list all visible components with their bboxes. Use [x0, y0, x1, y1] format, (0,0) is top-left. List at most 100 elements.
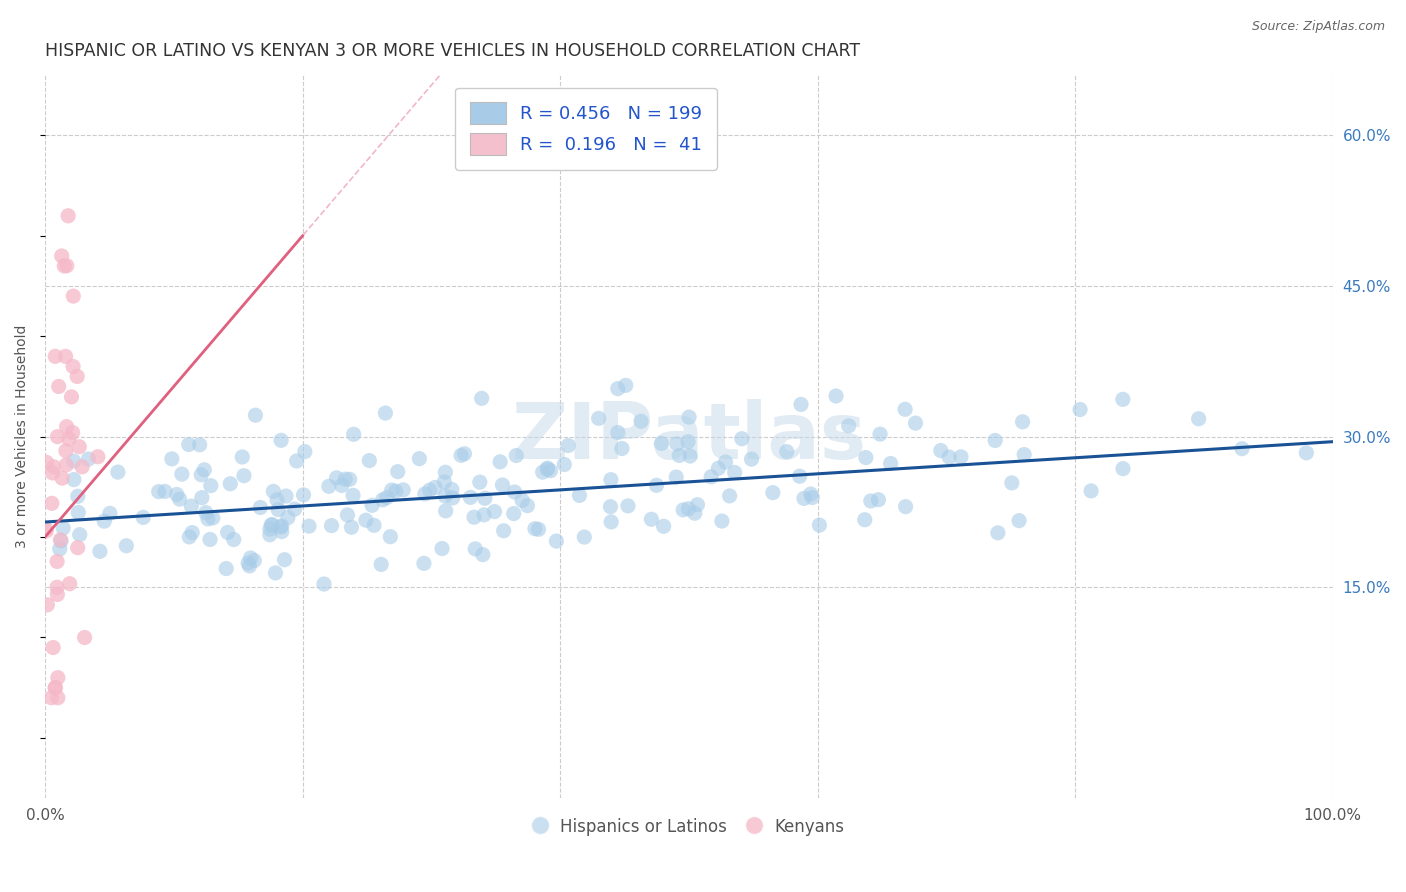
- Point: [266, 492, 288, 507]
- Point: [193, 463, 215, 477]
- Point: [260, 517, 283, 532]
- Point: [1230, 442, 1253, 456]
- Point: [330, 478, 353, 492]
- Point: [60, 390, 83, 404]
- Point: [489, 455, 512, 469]
- Point: [42, 459, 65, 474]
- Point: [568, 488, 591, 502]
- Point: [1112, 461, 1135, 475]
- Point: [245, 408, 267, 422]
- Point: [277, 510, 299, 524]
- Point: [1001, 475, 1024, 490]
- Point: [55, 349, 77, 363]
- Point: [70, 459, 93, 474]
- Point: [984, 434, 1007, 448]
- Point: [87, 450, 110, 464]
- Point: [93, 514, 115, 528]
- Point: [536, 462, 558, 476]
- Point: [62, 289, 84, 303]
- Point: [153, 484, 176, 499]
- Point: [321, 518, 343, 533]
- Point: [617, 499, 640, 513]
- Point: [614, 378, 637, 392]
- Point: [201, 511, 224, 525]
- Point: [98, 506, 121, 520]
- Text: Source: ZipAtlas.com: Source: ZipAtlas.com: [1251, 20, 1385, 33]
- Point: [440, 483, 463, 497]
- Point: [879, 457, 901, 471]
- Point: [148, 484, 170, 499]
- Point: [516, 499, 538, 513]
- Point: [56, 209, 79, 223]
- Point: [665, 437, 688, 451]
- Point: [434, 489, 457, 503]
- Point: [274, 489, 297, 503]
- Point: [676, 434, 699, 449]
- Point: [170, 467, 193, 482]
- Point: [800, 487, 823, 501]
- Point: [336, 508, 359, 522]
- Point: [610, 442, 633, 456]
- Point: [853, 513, 876, 527]
- Point: [450, 449, 472, 463]
- Point: [510, 493, 533, 508]
- Point: [546, 534, 568, 549]
- Point: [44, 681, 66, 695]
- Y-axis label: 3 or more Vehicles in Household: 3 or more Vehicles in Household: [15, 325, 30, 549]
- Point: [408, 451, 430, 466]
- Point: [606, 425, 628, 440]
- Point: [801, 491, 824, 505]
- Point: [179, 530, 201, 544]
- Point: [292, 488, 315, 502]
- Point: [197, 512, 219, 526]
- Point: [600, 515, 623, 529]
- Point: [46, 580, 69, 594]
- Point: [574, 530, 596, 544]
- Point: [464, 541, 486, 556]
- Point: [62, 454, 84, 468]
- Point: [200, 478, 222, 492]
- Point: [762, 485, 785, 500]
- Point: [503, 485, 526, 500]
- Point: [188, 438, 211, 452]
- Point: [700, 470, 723, 484]
- Point: [471, 548, 494, 562]
- Point: [630, 414, 652, 428]
- Point: [243, 553, 266, 567]
- Point: [1011, 415, 1033, 429]
- Point: [790, 397, 813, 411]
- Point: [77, 452, 100, 467]
- Point: [66, 369, 89, 384]
- Point: [460, 491, 482, 505]
- Point: [169, 492, 191, 507]
- Point: [46, 430, 69, 444]
- Point: [67, 440, 90, 454]
- Point: [718, 489, 741, 503]
- Point: [69, 527, 91, 541]
- Point: [419, 483, 441, 497]
- Point: [66, 541, 89, 555]
- Point: [89, 544, 111, 558]
- Point: [318, 479, 340, 493]
- Point: [678, 410, 700, 425]
- Point: [776, 444, 799, 458]
- Point: [665, 470, 688, 484]
- Point: [606, 382, 628, 396]
- Point: [371, 492, 394, 507]
- Point: [49, 533, 72, 547]
- Point: [938, 450, 960, 464]
- Point: [471, 392, 494, 406]
- Point: [354, 513, 377, 527]
- Point: [215, 561, 238, 575]
- Point: [51, 249, 73, 263]
- Point: [339, 472, 361, 486]
- Point: [270, 434, 292, 448]
- Point: [740, 452, 762, 467]
- Point: [46, 690, 69, 705]
- Point: [714, 455, 737, 469]
- Point: [492, 524, 515, 538]
- Point: [1112, 392, 1135, 407]
- Point: [55, 443, 77, 458]
- Point: [55, 259, 77, 273]
- Point: [463, 510, 485, 524]
